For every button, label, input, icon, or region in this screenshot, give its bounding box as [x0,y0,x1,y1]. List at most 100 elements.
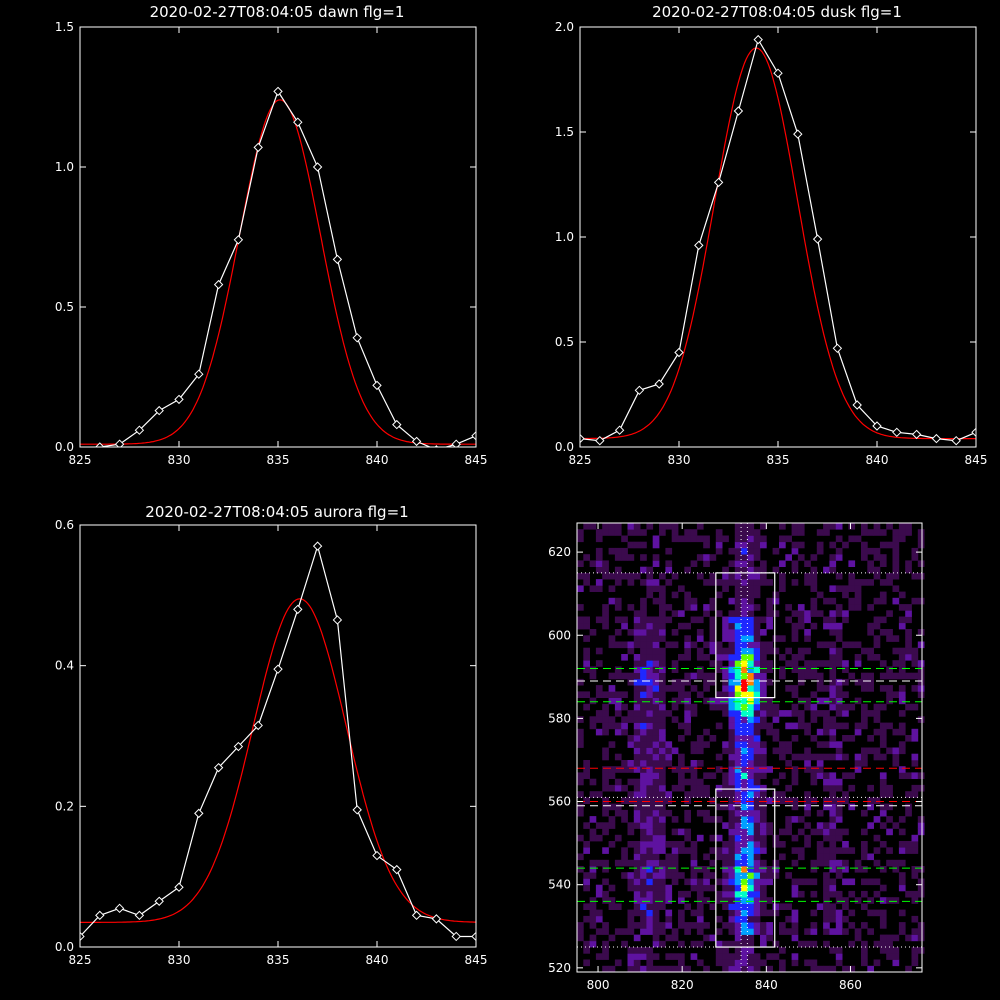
panel-image-heatmap-cell [823,872,830,879]
panel-image-heatmap-cell [595,554,603,561]
panel-image-heatmap-cell [696,554,704,561]
panel-image-heatmap-cell [747,909,755,917]
panel-image-heatmap-cell [898,616,906,624]
panel-image-heatmap-cell [917,691,925,698]
panel-image-heatmap-cell [747,572,755,580]
panel-image-heatmap-cell [728,853,736,861]
panel-image-heatmap-cell [659,666,666,673]
panel-image-heatmap-cell [583,523,590,530]
panel-image-heatmap-cell [753,872,761,879]
panel-image-heatmap-cell [911,753,919,761]
panel-image-heatmap-cell [917,678,925,686]
panel-image-heatmap-cell [816,678,824,686]
panel-image-heatmap-cell [652,597,660,605]
panel-image-heatmap-cell [911,735,919,742]
panel-image-heatmap-cell [810,778,818,786]
panel-image-heatmap-cell [816,610,824,617]
panel-image-heatmap-cell [627,716,635,723]
panel-image-heatmap-cell [810,928,818,935]
panel-image-heatmap-cell [835,604,843,611]
panel-image-heatmap-cell [633,666,641,673]
panel-image-heatmap-cell [804,672,811,680]
panel-image-heatmap-cell [917,641,925,649]
panel-image-heatmap-cell [867,822,874,829]
panel-image-heatmap-cell [747,547,755,555]
panel-image-heatmap-cell [829,722,837,730]
panel-image-heatmap-cell [659,866,666,873]
panel-image-heatmap-cell [772,635,780,642]
panel-image-heatmap-cell [823,903,830,910]
panel-image-heatmap-cell [886,953,893,960]
panel-image-heatmap-cell [779,965,786,973]
panel-dusk-data-point [852,400,862,410]
panel-image-heatmap-cell [823,909,830,917]
panel-image-heatmap-cell [646,947,654,954]
panel-image-heatmap-cell [753,803,761,811]
panel-image-heatmap-cell [734,922,742,929]
panel-image-heatmap-cell [652,828,660,836]
panel-image-heatmap-cell [785,872,792,879]
panel-image-heatmap-cell [715,591,723,599]
panel-image-heatmap-cell [589,922,597,929]
panel-image-heatmap-cell [684,641,691,649]
panel-image-heatmap-cell [753,884,761,892]
panel-image-heatmap-cell [659,778,666,786]
panel-image-heatmap-cell [816,903,824,910]
panel-image-heatmap-cell [861,903,868,910]
panel-image-heatmap-cell [709,735,717,742]
panel-image-heatmap-cell [703,853,710,861]
panel-image-heatmap-cell [728,641,736,649]
panel-dusk-data-point [773,68,783,78]
panel-image-heatmap-cell [633,722,641,730]
panel-image-heatmap-cell [696,922,704,929]
panel-image-heatmap-cell [646,859,654,867]
panel-image-heatmap-cell [715,654,723,661]
panel-image-heatmap-cell [577,809,584,817]
panel-image-heatmap-cell [842,541,849,549]
panel-image-heatmap-cell [589,940,597,948]
panel-image-heatmap-cell [652,965,660,973]
panel-image-heatmap-cell [715,947,723,954]
panel-image-heatmap-cell [804,841,811,848]
panel-image-heatmap-cell [627,915,635,923]
panel-image-heatmap-cell [614,728,622,736]
panel-image-heatmap-cell [835,535,843,543]
panel-dawn-data-point [174,394,184,405]
panel-image-heatmap-cell [640,735,647,742]
panel-image-heatmap-cell [715,915,723,923]
panel-image-heatmap-cell [892,597,900,605]
panel-image-heatmap-cell [835,828,843,836]
panel-image-heatmap-cell [715,753,723,761]
panel-image-heatmap-cell [665,841,673,848]
panel-image-heatmap-cell [797,890,805,898]
panel-image-heatmap-cell [886,523,893,530]
panel-image-heatmap-cell [911,784,919,792]
panel-image-heatmap-cell [722,629,729,636]
panel-image-heatmap-cell [835,890,843,898]
panel-image-heatmap-cell [766,604,773,611]
panel-image-heatmap-cell [633,710,641,717]
panel-image-heatmap-cell [665,965,673,973]
panel-image-heatmap-cell [917,866,925,873]
panel-aurora: 2020-02-27T08:04:05 aurora flg=1 825 830 8… [55,503,488,967]
panel-image-heatmap-cell [861,678,868,686]
panel-image-heatmap-cell [848,572,856,580]
panel-image-heatmap-cell [835,722,843,730]
panel-image-heatmap-cell [703,672,710,680]
panel-image-heatmap-cell [646,703,654,711]
panel-image-heatmap-cell [633,959,641,967]
panel-image-heatmap-cell [627,572,635,580]
panel-image-heatmap-cell [867,710,874,717]
panel-image-heatmap-cell [577,791,584,798]
panel-dusk-title: 2020-02-27T08:04:05 dusk flg=1 [652,3,902,21]
panel-image-heatmap-cell [741,660,748,667]
panel-image-heatmap-cell [760,572,767,580]
panel-image-heatmap-cell [621,722,628,730]
panel-image-heatmap-cell [804,760,811,767]
panel-image-heatmap-cell [633,884,641,892]
panel-image-heatmap-cell [703,741,710,748]
panel-image-heatmap-cell [791,890,799,898]
panel-image-heatmap-cell [848,604,856,611]
panel-image-heatmap-cell [595,928,603,935]
panel-image-heatmap-cell [734,841,742,848]
